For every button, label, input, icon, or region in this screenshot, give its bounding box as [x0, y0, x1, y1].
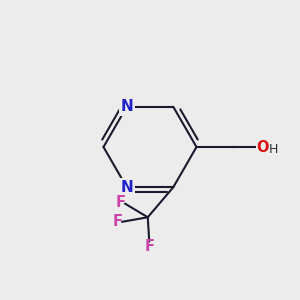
Text: O: O	[256, 140, 269, 154]
Text: N: N	[120, 99, 133, 114]
Text: F: F	[144, 239, 154, 254]
Text: F: F	[116, 195, 126, 210]
Text: H: H	[269, 143, 278, 156]
Text: N: N	[120, 180, 133, 195]
Text: F: F	[113, 214, 123, 229]
